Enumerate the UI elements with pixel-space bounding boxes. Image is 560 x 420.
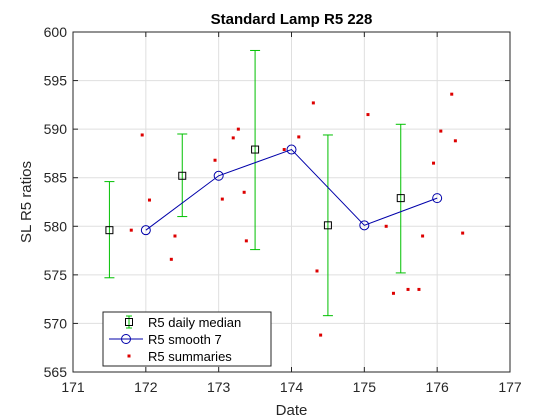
x-tick-label: 174 [280, 379, 304, 395]
legend-label-summaries: R5 summaries [148, 349, 232, 364]
summary-point [417, 287, 421, 291]
summary-point [213, 158, 217, 162]
summary-point [236, 127, 240, 131]
x-tick-label: 172 [134, 379, 158, 395]
median-errorbar [104, 181, 115, 279]
summary-point [282, 148, 286, 152]
summary-point [140, 133, 144, 137]
summary-point [220, 197, 224, 201]
legend: R5 daily median R5 smooth 7 R5 summaries [102, 311, 272, 367]
y-tick-label: 600 [44, 24, 68, 40]
legend-smooth-marker [121, 334, 131, 344]
x-tick-label: 171 [61, 379, 85, 395]
legend-summary-marker [127, 354, 131, 358]
smooth-point [140, 225, 151, 236]
x-axis-label: Date [276, 402, 308, 419]
legend-label-median: R5 daily median [148, 315, 241, 330]
median-errorbar [250, 49, 261, 251]
summary-point [147, 198, 151, 202]
y-tick-label: 570 [44, 315, 68, 331]
x-tick-label: 175 [353, 379, 377, 395]
summary-point [244, 239, 248, 243]
y-tick-label: 590 [44, 121, 68, 137]
smooth-line [145, 148, 438, 231]
summary-point [297, 135, 301, 139]
summary-point [311, 101, 315, 105]
data-marks [104, 49, 465, 337]
legend-median-marker [125, 318, 133, 326]
summary-point [421, 234, 425, 238]
median-errorbar [395, 123, 406, 274]
summary-point [384, 224, 388, 228]
y-tick-label: 565 [44, 364, 68, 380]
smooth-point [359, 220, 370, 231]
smooth-point [213, 170, 224, 181]
y-tick-label: 575 [44, 267, 68, 283]
x-tick-label: 177 [498, 379, 522, 395]
summary-point [231, 136, 235, 140]
median-marker [323, 221, 332, 230]
y-tick-label: 585 [44, 170, 68, 186]
x-tick-label: 173 [207, 379, 231, 395]
plot-border [72, 31, 511, 373]
y-tick-label: 595 [44, 73, 68, 89]
summary-point [450, 92, 454, 96]
summary-point [173, 234, 177, 238]
smooth-point [286, 144, 297, 155]
median-marker [251, 145, 260, 154]
y-axis-label: SL R5 ratios [18, 161, 35, 243]
legend-label-smooth: R5 smooth 7 [148, 332, 222, 347]
summary-point [453, 139, 457, 143]
summary-point [461, 231, 465, 235]
summary-point [319, 333, 323, 337]
summary-point [129, 228, 133, 232]
summary-point [406, 287, 410, 291]
x-tick-label: 176 [425, 379, 449, 395]
summary-point [391, 291, 395, 295]
summary-point [366, 113, 370, 117]
summary-point [242, 190, 246, 194]
summary-point [439, 129, 443, 133]
chart-title: Standard Lamp R5 228 [211, 11, 373, 28]
y-tick-label: 580 [44, 218, 68, 234]
median-errorbar [322, 134, 333, 317]
summary-point [432, 161, 436, 165]
median-marker [396, 194, 405, 203]
median-marker [178, 171, 187, 180]
summary-point [169, 257, 173, 261]
summary-point [315, 269, 319, 273]
median-marker [105, 226, 114, 235]
smooth-point [432, 193, 443, 204]
